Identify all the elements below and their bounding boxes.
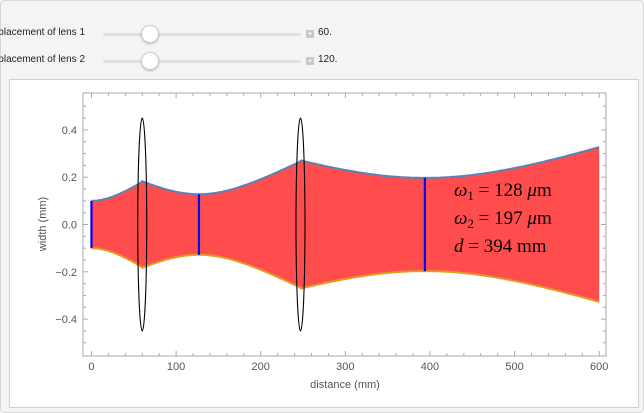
lens1-value: 60. <box>318 27 332 38</box>
expand-plus-icon[interactable]: + <box>306 29 314 38</box>
lens-2 <box>295 117 306 332</box>
y-tick-label: 0.0 <box>62 220 77 232</box>
x-tick-label: 100 <box>167 361 185 373</box>
y-tick-label: −0.4 <box>55 314 77 326</box>
x-tick-label: 0 <box>88 361 94 373</box>
expand-plus-icon[interactable]: + <box>306 56 314 65</box>
lens2-label: placement of lens 2 <box>0 54 85 65</box>
beam-area <box>91 147 600 302</box>
x-tick-label: 300 <box>336 361 354 373</box>
beam-lower-edge <box>91 247 600 303</box>
lens1-slider-thumb[interactable] <box>140 25 159 43</box>
x-tick-label: 600 <box>590 361 608 373</box>
lens2-slider-thumb[interactable] <box>140 52 159 70</box>
x-tick-label: 400 <box>421 361 439 373</box>
lens-1 <box>137 117 148 332</box>
y-tick-label: 0.2 <box>62 172 77 184</box>
annotation-1: ω1 = 128 μm <box>454 180 552 203</box>
x-axis-label: distance (mm) <box>310 379 380 391</box>
annotation-2: ω2 = 197 μm <box>454 208 552 231</box>
x-tick-label: 500 <box>505 361 523 373</box>
lens1-control: placement of lens 1 + 60. <box>0 24 401 44</box>
lens1-label: placement of lens 1 <box>0 27 85 38</box>
y-axis-label: width (mm) <box>37 197 49 252</box>
x-tick-label: 200 <box>252 361 270 373</box>
lens2-slider[interactable] <box>103 60 301 63</box>
annotation-3: d = 394 mm <box>454 236 547 257</box>
beam-upper-edge <box>91 146 600 202</box>
y-tick-label: 0.4 <box>62 125 77 137</box>
lens1-slider[interactable] <box>103 33 301 36</box>
y-tick-label: −0.2 <box>55 267 77 279</box>
lens2-control: placement of lens 2 + 120. <box>0 51 401 71</box>
lens2-value: 120. <box>318 54 338 65</box>
